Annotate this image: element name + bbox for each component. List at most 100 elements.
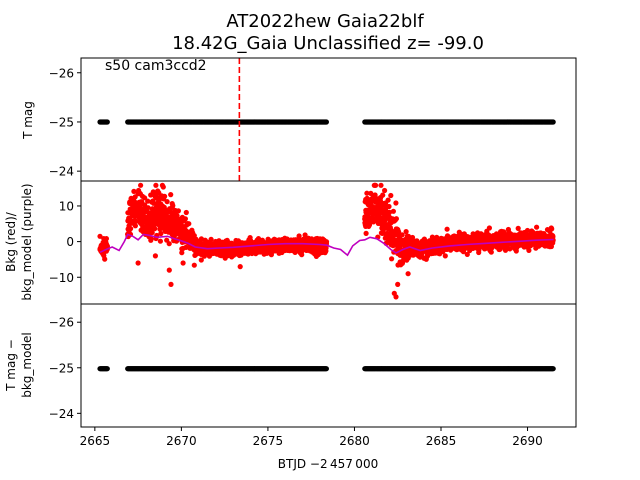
bkg-point xyxy=(486,225,492,231)
mag-point xyxy=(550,366,556,372)
bkg-point xyxy=(396,229,402,235)
bkg-point xyxy=(515,225,521,231)
panel-frame xyxy=(80,303,577,428)
bkg-point xyxy=(182,216,188,222)
bkg-point xyxy=(526,247,532,253)
x-tick-label: 2670 xyxy=(166,434,197,448)
bkg-point xyxy=(302,232,308,238)
bottom-ylabel-line1: T mag − xyxy=(4,339,18,392)
bkg-point xyxy=(550,234,556,240)
bkg-point xyxy=(390,208,396,214)
bkg-point xyxy=(444,226,450,232)
bkg-point xyxy=(145,205,151,211)
bkg-point xyxy=(149,229,155,236)
bkg-point xyxy=(148,236,154,242)
bkg-point xyxy=(186,221,192,227)
bkg-outlier-point xyxy=(393,294,399,300)
bkg-point xyxy=(179,250,185,256)
bkg-point xyxy=(507,246,513,252)
chart-title-line1: AT2022hew Gaia22blf xyxy=(226,11,424,32)
bkg-point xyxy=(389,256,395,262)
bkg-point xyxy=(164,199,170,205)
y-tick-label: 0 xyxy=(66,235,74,249)
bkg-point xyxy=(153,182,159,188)
x-tick-label: 2680 xyxy=(339,434,370,448)
bkg-outlier-point xyxy=(395,281,401,287)
bkg-point xyxy=(382,187,388,194)
chart-title-line2: 18.42G_Gaia Unclassified z= -99.0 xyxy=(172,33,484,54)
mag-point xyxy=(323,119,329,125)
bkg-point xyxy=(160,184,166,190)
panel-top: −26 −25 −24 xyxy=(49,57,577,182)
plot-area xyxy=(97,182,556,300)
bkg-point xyxy=(386,203,392,210)
middle-ylabel-line1: Bkg (red)/ xyxy=(4,211,18,272)
bkg-outlier-point xyxy=(135,260,141,266)
bkg-point xyxy=(299,252,305,258)
x-tick-label: 2665 xyxy=(80,434,111,448)
plot-area xyxy=(97,58,556,181)
x-tick-label: 2690 xyxy=(512,434,543,448)
panel-bottom: −26 −25 −24 2665 2670 2675 2680 2685 2690 xyxy=(49,303,577,448)
bkg-outlier-point xyxy=(168,281,174,287)
mag-point xyxy=(104,119,110,125)
bkg-point xyxy=(138,182,144,188)
bkg-point xyxy=(132,223,138,229)
bkg-point xyxy=(373,182,379,188)
bkg-point xyxy=(142,195,148,201)
mag-point xyxy=(550,119,556,125)
x-axis-label: BTJD −2 457 000 xyxy=(278,457,378,471)
bkg-model-line xyxy=(99,233,554,257)
bkg-point xyxy=(403,229,409,235)
bkg-point xyxy=(393,216,399,222)
bkg-point xyxy=(166,241,172,247)
x-tick-label: 2675 xyxy=(253,434,284,448)
y-tick-label: −24 xyxy=(49,165,74,179)
bkg-point xyxy=(157,238,163,244)
bkg-point xyxy=(131,188,137,194)
y-tick-label: −26 xyxy=(49,316,74,330)
bkg-outlier-point xyxy=(166,267,172,273)
bkg-outlier-point xyxy=(237,264,243,270)
bkg-point xyxy=(488,249,494,255)
y-tick-label: −25 xyxy=(49,115,74,129)
panel-middle: −10 0 10 xyxy=(49,180,577,305)
bkg-point xyxy=(524,227,531,234)
bkg-point xyxy=(534,224,540,230)
bkg-point xyxy=(175,208,181,214)
bkg-point xyxy=(386,209,393,215)
bkg-point xyxy=(168,192,174,198)
bkg-point xyxy=(198,257,204,263)
bkg-outlier-point xyxy=(152,253,158,259)
bkg-point xyxy=(162,193,168,199)
bkg-point xyxy=(102,256,108,262)
mag-point xyxy=(323,366,329,372)
bkg-point xyxy=(549,226,555,232)
y-tick-label: −10 xyxy=(49,271,74,285)
bkg-point xyxy=(464,251,470,257)
top-ylabel: T mag xyxy=(21,101,35,140)
bottom-ylabel-line2: bkg_model xyxy=(20,332,34,398)
x-tick-label: 2685 xyxy=(426,434,457,448)
y-tick-label: 10 xyxy=(59,199,74,213)
top-annotation: s50 cam3ccd2 xyxy=(105,58,207,74)
bkg-point xyxy=(550,237,556,244)
bkg-point xyxy=(158,230,164,237)
bkg-point xyxy=(378,182,384,188)
middle-ylabel-line2: bkg_model (purple) xyxy=(20,183,34,300)
bkg-outlier-point xyxy=(180,260,186,266)
bkg-point xyxy=(393,200,399,206)
mag-point xyxy=(104,366,110,372)
bkg-point xyxy=(97,233,103,239)
bkg-point xyxy=(103,236,109,242)
y-tick-label: −25 xyxy=(49,361,74,375)
bkg-point xyxy=(380,192,386,198)
bkg-point xyxy=(388,192,394,199)
bkg-point xyxy=(128,226,134,232)
plot-area xyxy=(97,366,556,372)
bkg-point xyxy=(442,253,448,259)
bkg-point xyxy=(363,230,369,236)
bkg-point xyxy=(183,209,189,216)
bkg-point xyxy=(364,190,370,196)
